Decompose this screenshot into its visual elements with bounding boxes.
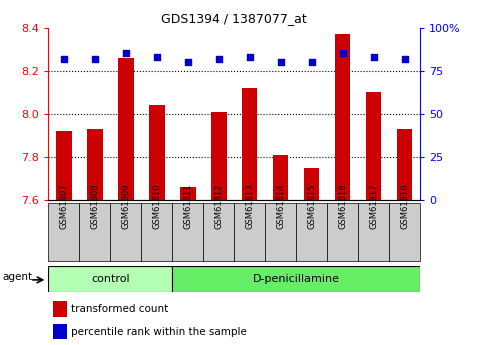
- Text: transformed count: transformed count: [71, 304, 169, 314]
- Point: [215, 56, 223, 61]
- Point: [122, 51, 129, 56]
- Point: [184, 59, 192, 65]
- Text: GSM61809: GSM61809: [121, 183, 130, 229]
- Bar: [56, 131, 71, 200]
- Bar: [172, 203, 203, 261]
- Text: GSM61817: GSM61817: [369, 183, 378, 229]
- Text: agent: agent: [2, 272, 32, 282]
- Bar: [358, 203, 389, 261]
- Text: percentile rank within the sample: percentile rank within the sample: [71, 327, 247, 337]
- Bar: [149, 105, 165, 200]
- Bar: [53, 301, 67, 317]
- Point: [370, 54, 378, 60]
- Point: [153, 54, 161, 60]
- Bar: [327, 203, 358, 261]
- Bar: [141, 203, 172, 261]
- Bar: [110, 203, 142, 261]
- Bar: [172, 266, 420, 292]
- Bar: [273, 155, 288, 200]
- Text: GSM61814: GSM61814: [276, 183, 285, 229]
- Text: GSM61807: GSM61807: [59, 183, 68, 229]
- Bar: [53, 324, 67, 339]
- Bar: [118, 58, 133, 200]
- Point: [91, 56, 99, 61]
- Text: GSM61811: GSM61811: [183, 183, 192, 229]
- Bar: [87, 129, 102, 200]
- Bar: [48, 266, 172, 292]
- Title: GDS1394 / 1387077_at: GDS1394 / 1387077_at: [161, 12, 307, 25]
- Bar: [335, 34, 351, 200]
- Text: GSM61813: GSM61813: [245, 183, 254, 229]
- Text: GSM61812: GSM61812: [214, 183, 223, 229]
- Bar: [265, 203, 296, 261]
- Text: GSM61815: GSM61815: [307, 183, 316, 229]
- Bar: [180, 187, 196, 200]
- Point: [277, 59, 284, 65]
- Bar: [296, 203, 327, 261]
- Bar: [389, 203, 420, 261]
- Point: [339, 51, 347, 56]
- Point: [401, 56, 409, 61]
- Bar: [397, 129, 412, 200]
- Text: control: control: [91, 274, 129, 284]
- Text: GSM61818: GSM61818: [400, 183, 409, 229]
- Text: GSM61808: GSM61808: [90, 183, 99, 229]
- Text: GSM61810: GSM61810: [152, 183, 161, 229]
- Point: [60, 56, 68, 61]
- Point: [308, 59, 315, 65]
- Bar: [203, 203, 234, 261]
- Point: [246, 54, 254, 60]
- Text: D-penicillamine: D-penicillamine: [253, 274, 340, 284]
- Bar: [211, 112, 227, 200]
- Bar: [234, 203, 265, 261]
- Bar: [304, 168, 319, 200]
- Bar: [242, 88, 257, 200]
- Bar: [48, 203, 79, 261]
- Bar: [366, 92, 382, 200]
- Bar: [79, 203, 110, 261]
- Text: GSM61816: GSM61816: [338, 183, 347, 229]
